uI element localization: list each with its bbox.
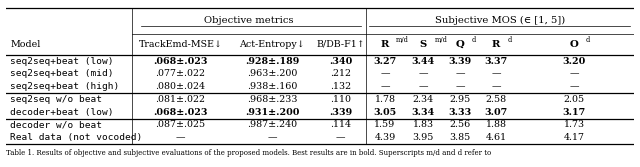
Text: .081±.022: .081±.022 [156, 95, 205, 104]
Text: R: R [381, 40, 389, 49]
Text: —: — [456, 69, 465, 78]
Text: .068±.023: .068±.023 [153, 57, 208, 66]
Text: 2.56: 2.56 [449, 120, 471, 129]
Text: B/DB-F1↑: B/DB-F1↑ [316, 40, 365, 49]
Text: —: — [380, 82, 390, 91]
Text: .114: .114 [330, 120, 351, 129]
Text: .077±.022: .077±.022 [156, 69, 205, 78]
Text: d: d [472, 36, 476, 44]
Text: d: d [586, 36, 589, 44]
Text: .080±.024: .080±.024 [156, 82, 205, 91]
Text: Model: Model [10, 40, 40, 49]
Text: 3.07: 3.07 [484, 108, 508, 117]
Text: —: — [492, 82, 501, 91]
Text: S: S [420, 40, 427, 49]
Text: —: — [569, 82, 579, 91]
Text: R: R [492, 40, 500, 49]
Text: —: — [492, 69, 501, 78]
Text: .928±.189: .928±.189 [245, 57, 299, 66]
Text: .340: .340 [329, 57, 352, 66]
Text: —: — [456, 82, 465, 91]
Text: 3.05: 3.05 [373, 108, 396, 117]
Text: 2.05: 2.05 [563, 95, 584, 104]
Text: 2.95: 2.95 [449, 95, 471, 104]
Text: .931±.200: .931±.200 [245, 108, 300, 117]
Text: 3.33: 3.33 [449, 108, 472, 117]
Text: Real data (not vocoded): Real data (not vocoded) [10, 133, 143, 142]
Text: —: — [419, 69, 428, 78]
Text: —: — [569, 69, 579, 78]
Text: seq2seq w/o beat: seq2seq w/o beat [10, 95, 102, 104]
Text: decoder+beat (low): decoder+beat (low) [10, 108, 114, 117]
Text: Subjective MOS (∈ [1, 5]): Subjective MOS (∈ [1, 5]) [435, 16, 565, 25]
Text: 1.59: 1.59 [374, 120, 396, 129]
Text: 1.78: 1.78 [374, 95, 396, 104]
Text: 3.17: 3.17 [563, 108, 586, 117]
Text: seq2seq+beat (low): seq2seq+beat (low) [10, 57, 114, 66]
Text: decoder w/o beat: decoder w/o beat [10, 120, 102, 129]
Text: 1.83: 1.83 [413, 120, 434, 129]
Text: seq2seq+beat (high): seq2seq+beat (high) [10, 82, 120, 91]
Text: O: O [570, 40, 579, 49]
Text: 1.88: 1.88 [486, 120, 507, 129]
Text: .938±.160: .938±.160 [247, 82, 297, 91]
Text: 4.17: 4.17 [563, 133, 584, 142]
Text: m/d: m/d [435, 36, 447, 44]
Text: 2.34: 2.34 [413, 95, 434, 104]
Text: .987±.240: .987±.240 [247, 120, 297, 129]
Text: 3.20: 3.20 [563, 57, 586, 66]
Text: 1.73: 1.73 [563, 120, 584, 129]
Text: .110: .110 [330, 95, 351, 104]
Text: TrackEmd-MSE↓: TrackEmd-MSE↓ [138, 40, 223, 49]
Text: .339: .339 [329, 108, 352, 117]
Text: 2.58: 2.58 [486, 95, 507, 104]
Text: Objective metrics: Objective metrics [204, 16, 294, 25]
Text: 3.39: 3.39 [449, 57, 472, 66]
Text: m/d: m/d [396, 36, 409, 44]
Text: d: d [508, 36, 512, 44]
Text: 3.85: 3.85 [449, 133, 471, 142]
Text: .087±.025: .087±.025 [156, 120, 205, 129]
Text: 3.44: 3.44 [412, 57, 435, 66]
Text: —: — [335, 133, 345, 142]
Text: —: — [380, 69, 390, 78]
Text: 4.39: 4.39 [374, 133, 396, 142]
Text: Table 1. Results of objective and subjective evaluations of the proposed models.: Table 1. Results of objective and subjec… [6, 149, 492, 157]
Text: —: — [176, 133, 185, 142]
Text: .132: .132 [330, 82, 351, 91]
Text: 3.34: 3.34 [412, 108, 435, 117]
Bar [6, 8, 634, 144]
Text: —: — [419, 82, 428, 91]
Text: 4.61: 4.61 [486, 133, 507, 142]
Text: .212: .212 [330, 69, 351, 78]
Text: 3.95: 3.95 [413, 133, 434, 142]
Text: seq2seq+beat (mid): seq2seq+beat (mid) [10, 69, 114, 78]
Text: 3.37: 3.37 [484, 57, 508, 66]
Text: Q: Q [456, 40, 465, 49]
Text: Act-Entropy↓: Act-Entropy↓ [239, 40, 305, 49]
Text: .963±.200: .963±.200 [247, 69, 297, 78]
Text: 3.27: 3.27 [373, 57, 397, 66]
Text: .068±.023: .068±.023 [153, 108, 208, 117]
Text: .968±.233: .968±.233 [247, 95, 297, 104]
Text: —: — [268, 133, 276, 142]
